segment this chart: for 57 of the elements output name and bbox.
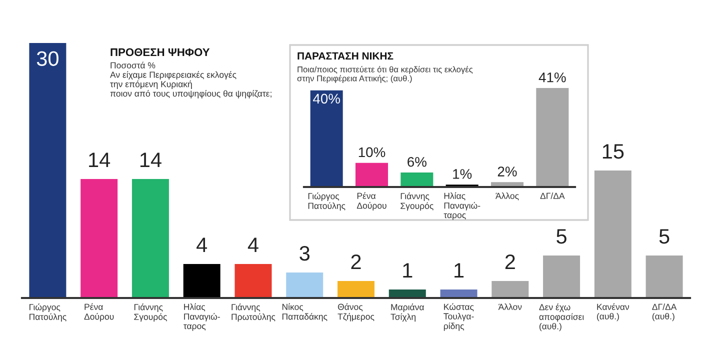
data-label: 5 bbox=[659, 229, 670, 244]
data-label: 40% bbox=[313, 94, 340, 104]
bar bbox=[355, 162, 388, 187]
bar bbox=[594, 170, 632, 298]
data-label: 14 bbox=[89, 152, 110, 168]
data-label: 30 bbox=[36, 51, 58, 66]
chart-title: ΠΡΟΘΕΣΗ ΨΗΦΟΥ bbox=[110, 48, 210, 56]
data-label: 10% bbox=[358, 147, 386, 158]
chart-subtitle: Ποια/ποιος πιστεύετε ότι θα κερδίσει τις εκλογές στην Περιφέρεια Αττικής; (αυθ.) bbox=[297, 66, 473, 83]
bar bbox=[400, 172, 434, 187]
data-label: 2% bbox=[498, 166, 517, 176]
x-tick-label: Ηλίας Παναγιώ- ταρος bbox=[184, 303, 220, 331]
bar bbox=[492, 281, 529, 298]
x-tick-label: Γιάννης Σγουρός bbox=[400, 192, 434, 211]
data-label: 2 bbox=[351, 254, 361, 270]
x-tick-label: Γιώργος Πατούλης bbox=[308, 192, 346, 211]
x-tick-label: Άλλος bbox=[495, 192, 519, 200]
bar bbox=[543, 256, 580, 298]
x-tick-label: Γιώργος Πατούλης bbox=[30, 304, 66, 322]
x-tick-label: Ηλίας Παναγιώ- ταρος bbox=[444, 192, 480, 220]
bar bbox=[286, 272, 324, 298]
data-label: 2 bbox=[505, 254, 515, 270]
data-label: 4 bbox=[196, 238, 208, 252]
data-label: 15 bbox=[602, 144, 624, 159]
bar bbox=[80, 179, 118, 298]
bar bbox=[536, 88, 569, 187]
x-tick-label: Μαριάνα Τσίχλη bbox=[390, 304, 424, 322]
data-label: 1 bbox=[454, 263, 464, 278]
bar bbox=[29, 43, 66, 298]
data-label: 5 bbox=[556, 229, 566, 244]
data-label: 1 bbox=[403, 263, 412, 278]
data-label: 1% bbox=[453, 169, 472, 179]
x-tick-label: ΔΓ/ΔΑ bbox=[540, 192, 565, 199]
chart-title: ΠΑΡΑΣΤΑΣΗ ΝΙΚΗΣ bbox=[298, 52, 394, 60]
data-label: 6% bbox=[408, 156, 426, 167]
data-label: 3 bbox=[300, 246, 310, 261]
x-tick-label: Ρένα Δούρου bbox=[84, 303, 114, 322]
bar bbox=[646, 256, 683, 298]
x-tick-label: Ρένα Δούρου bbox=[356, 192, 386, 210]
text: Ποσοστά % Αν είχαμε Περιφερειακές εκλογές την επόμενη Κυριακή ποιον από τους υποψηφίους θα ψηφίζατε; bbox=[110, 62, 272, 98]
x-tick-label: Κώστας Τουλγα- ρίδης bbox=[444, 303, 474, 331]
bar bbox=[310, 90, 343, 187]
bar bbox=[183, 264, 220, 298]
bar bbox=[132, 179, 169, 298]
data-label: 41% bbox=[538, 72, 566, 82]
x-tick-label: ΔΓ/ΔΑ (αυθ.) bbox=[652, 304, 677, 322]
x-tick-label: Δεν έχω αποφασίσει (αυθ.) bbox=[539, 304, 584, 332]
x-tick-label: Άλλον bbox=[498, 304, 522, 310]
bar bbox=[234, 264, 272, 298]
data-label: 4 bbox=[248, 238, 258, 252]
x-tick-label: Θάνος Τζήμερος bbox=[338, 303, 374, 322]
data-label: 14 bbox=[140, 152, 162, 168]
x-tick-label: Κανέναν (αυθ.) bbox=[597, 303, 630, 322]
x-tick-label: Γιάννης Σγουρός bbox=[134, 304, 167, 322]
bar bbox=[338, 281, 374, 298]
x-tick-label: Νίκος Παπαδάκης bbox=[282, 303, 328, 322]
x-tick-label: Γιάννης Πρωτούλης bbox=[232, 304, 276, 322]
